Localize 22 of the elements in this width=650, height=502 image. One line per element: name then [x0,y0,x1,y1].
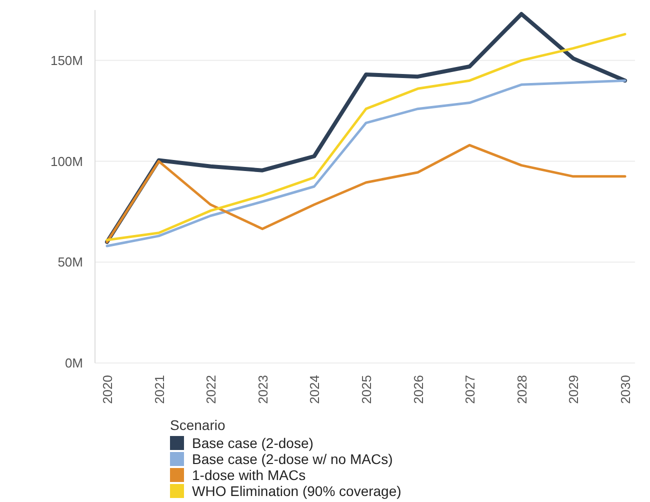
legend-label: 1-dose with MACs [192,466,306,483]
x-tick-label: 2021 [152,375,167,404]
x-tick-label: 2020 [100,375,115,404]
legend-label: WHO Elimination (90% coverage) [192,482,402,499]
y-tick-label: 50M [58,254,83,270]
y-tick-label: 150M [50,52,83,68]
line-series [106,144,626,244]
x-tick-label: 2026 [410,375,426,404]
y-tick-label: 0M [64,356,83,371]
legend-label: Base case (2-dose w/ no MACs) [192,450,393,467]
x-tick-label: 2029 [566,375,582,404]
legend-title: Scenario [170,417,226,433]
x-tick-label: 2030 [618,375,633,404]
x-tick-label: 2027 [462,375,478,404]
legend-label: Base case (2-dose) [192,434,314,451]
x-tick-label: 2022 [204,375,219,404]
x-tick-label: 2028 [514,375,530,404]
y-tick-label: 100M [50,154,83,169]
x-tick-label: 2025 [359,375,374,404]
x-tick-label: 2024 [307,375,322,404]
line-series [106,79,626,248]
x-tick-label: 2023 [255,375,270,404]
